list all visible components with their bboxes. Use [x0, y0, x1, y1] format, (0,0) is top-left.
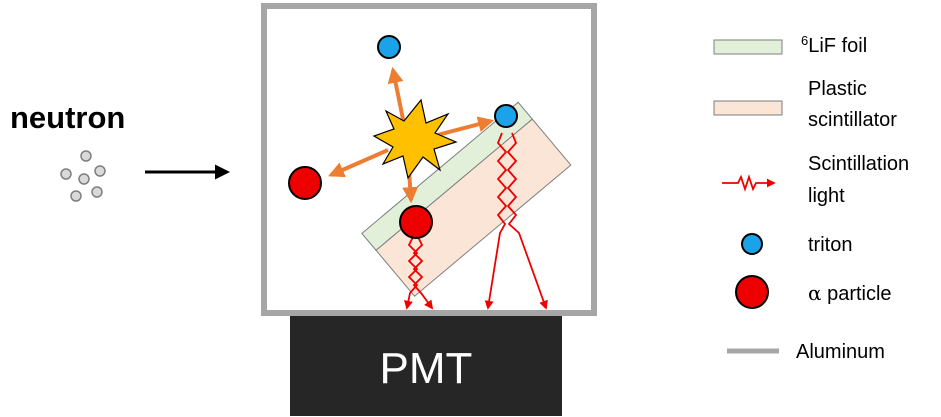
aluminum-housing: [261, 3, 597, 316]
neutron-label: neutron: [10, 100, 125, 135]
neutron-particles: [60, 150, 106, 202]
light-ray: [412, 236, 434, 310]
pmt-block: [290, 316, 562, 416]
legend-swatch-plastic: [713, 100, 783, 116]
legend-label-plastic-line2: scintillator: [808, 109, 897, 131]
alpha-particle: [288, 166, 322, 200]
pmt-label: PMT: [380, 344, 473, 393]
scintillation-light-rays: [403, 132, 548, 310]
legend-swatch-lif-foil: [713, 39, 783, 55]
legend-label-plastic-line1: Plastic: [808, 78, 867, 100]
legend-triton-icon: [741, 233, 763, 255]
legend-label-aluminum: Aluminum: [796, 341, 885, 363]
legend-scintillation-light-icon: [722, 174, 776, 192]
legend-label-lif-foil: 6LiF foil: [801, 33, 867, 57]
legend-label-scint-line2: light: [808, 185, 845, 207]
legend: 6LiF foil Plastic scintillator Scintilla…: [713, 33, 909, 363]
legend-label-scint-line1: Scintillation: [808, 153, 909, 175]
light-ray: [484, 132, 508, 310]
reaction-star: [372, 98, 458, 180]
alpha-particle: [399, 205, 433, 239]
triton-particle: [494, 104, 518, 128]
legend-label-alpha: α particle: [808, 281, 892, 305]
light-ray: [403, 236, 419, 310]
legend-label-triton: triton: [808, 234, 852, 256]
legend-alpha-icon: [735, 275, 769, 309]
triton-particle: [377, 35, 401, 59]
light-ray: [506, 132, 548, 310]
